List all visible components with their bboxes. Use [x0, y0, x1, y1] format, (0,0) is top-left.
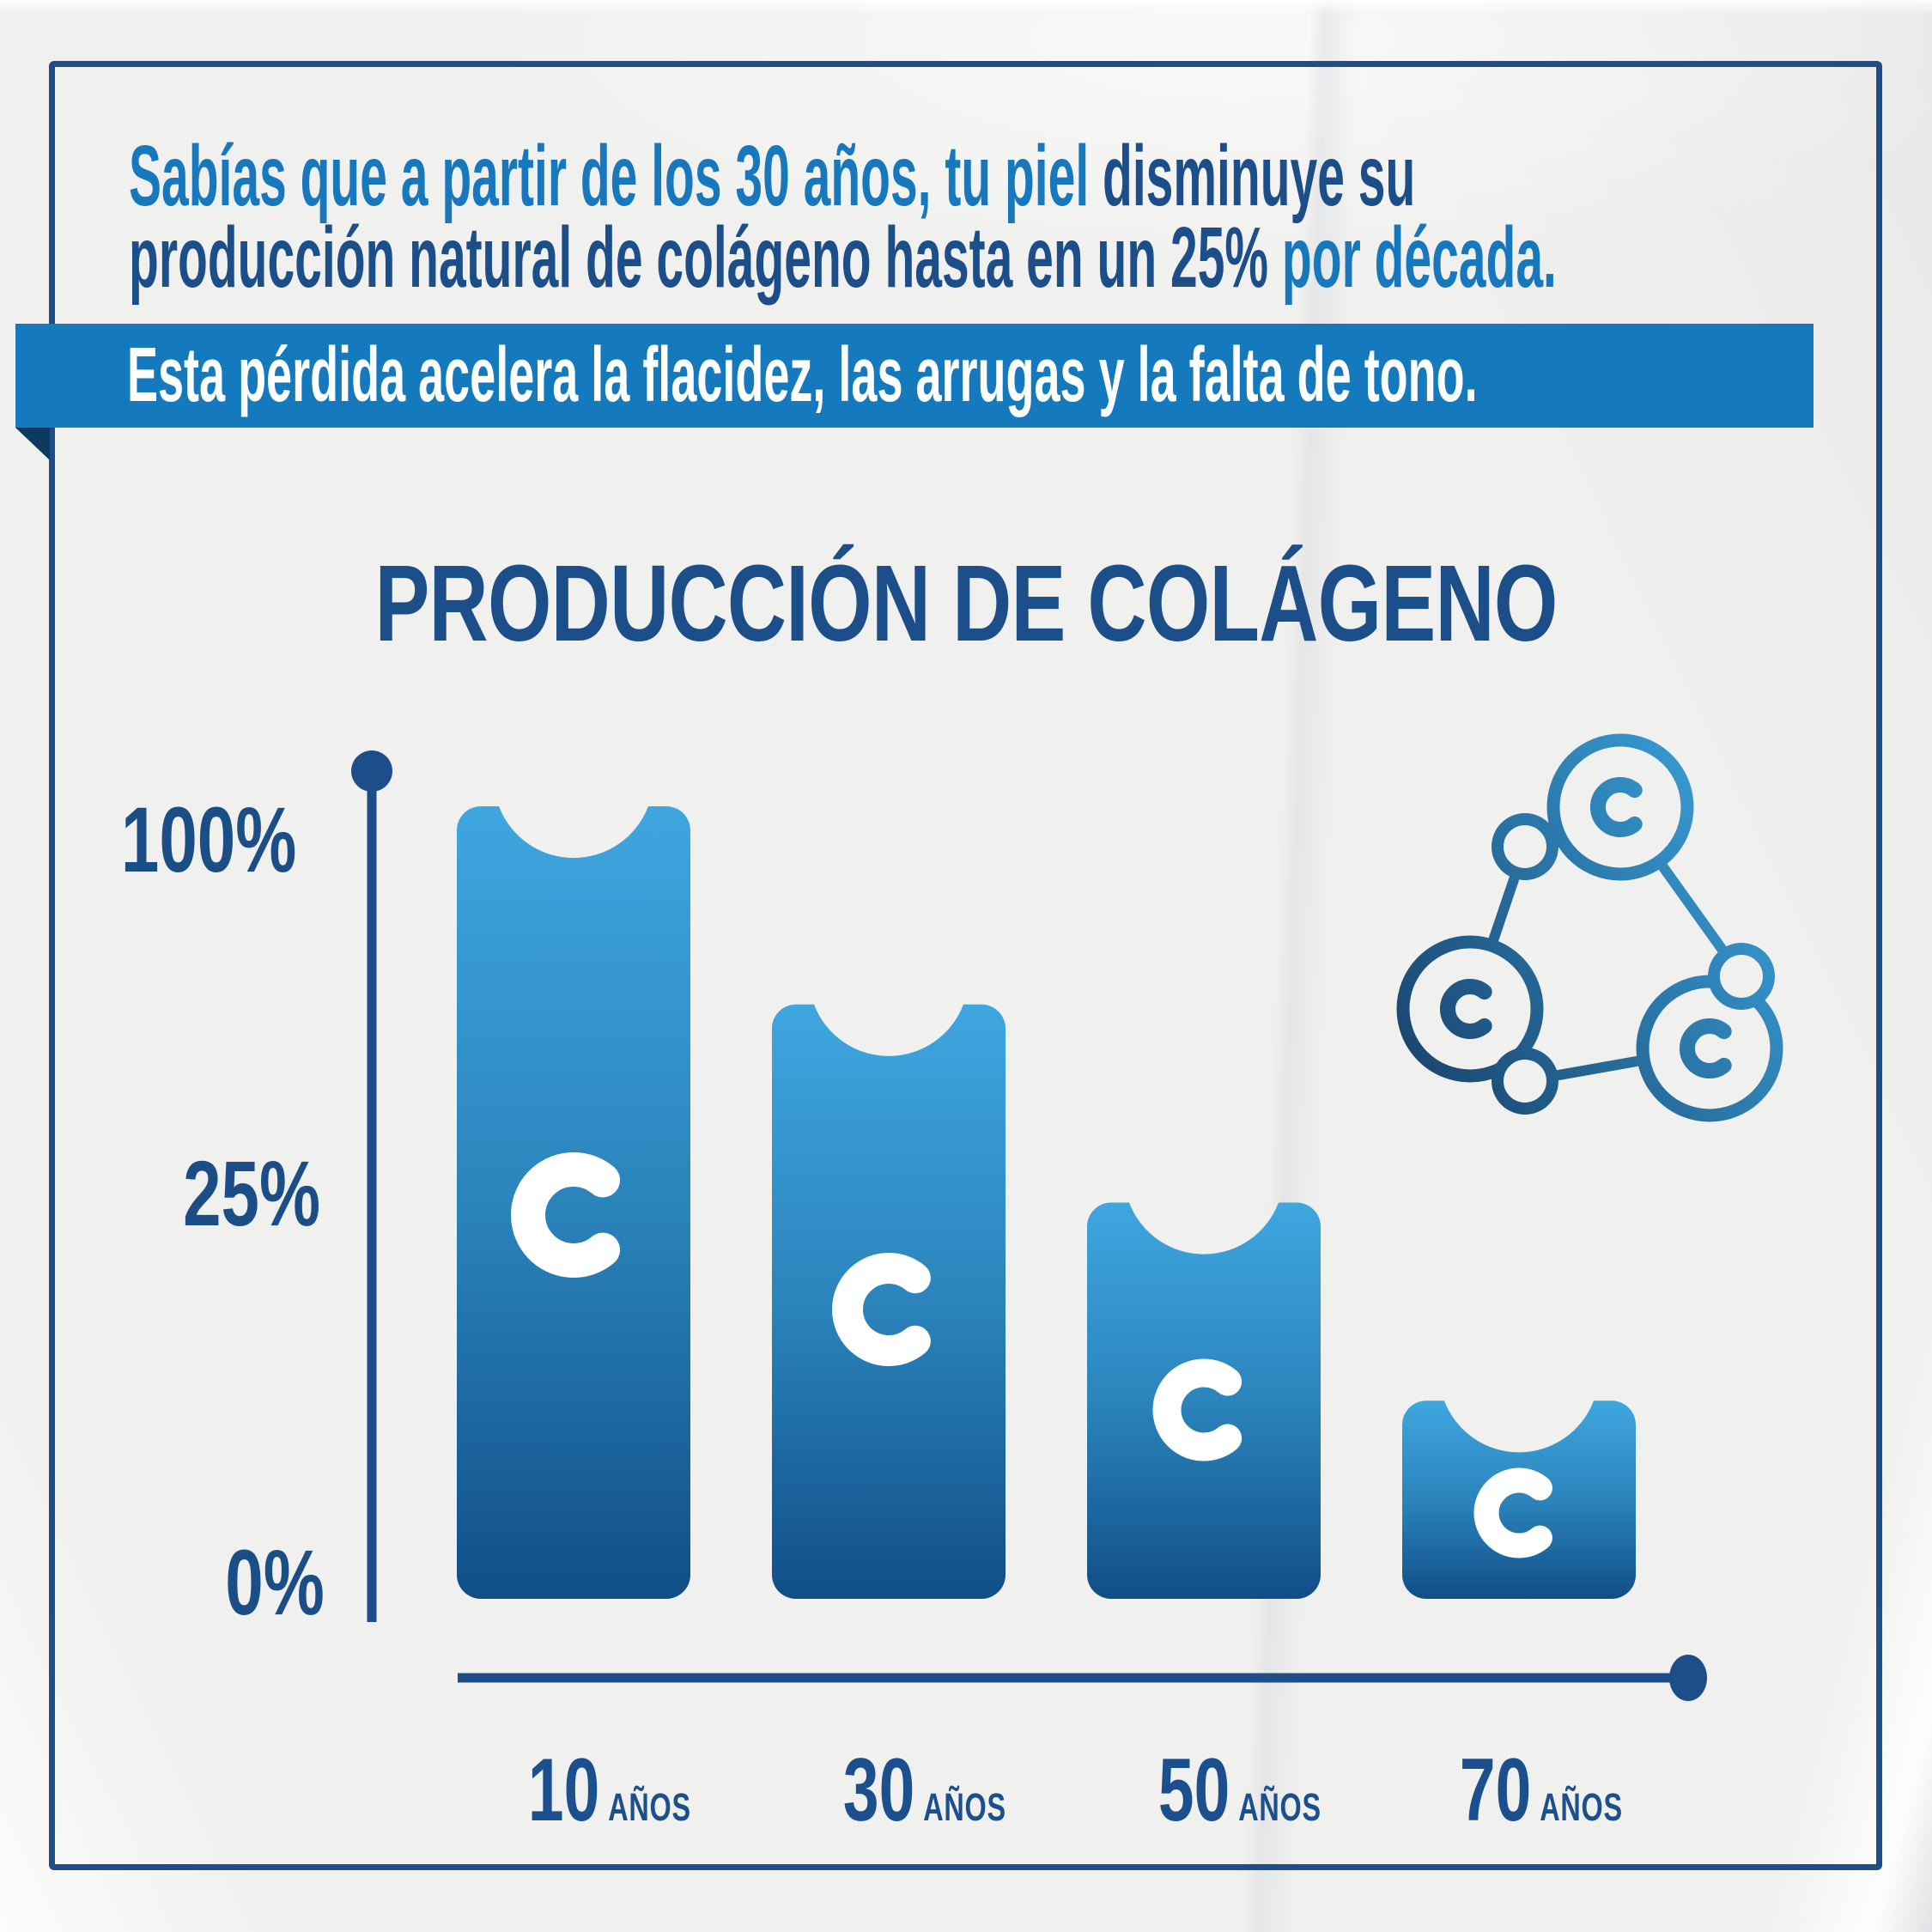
molecule-big-circle-left — [1396, 935, 1544, 1083]
bar-50-anos — [1087, 1202, 1321, 1599]
bar-c-letter — [832, 1253, 931, 1366]
chart-title-row: PRODUCCIÓN DE COLÁGENO — [0, 548, 1932, 659]
bar-70-anos — [1402, 1400, 1637, 1599]
y-tick-25: 25% — [183, 1141, 320, 1245]
x-label-10-anos: 10 AÑOS — [528, 1741, 691, 1840]
x-axis — [458, 1655, 1707, 1701]
bar-c-letter — [1152, 1358, 1242, 1461]
molecule-big-circle-top — [1546, 733, 1694, 881]
bars-group — [457, 806, 1637, 1599]
molecule-small-circle-lower — [1492, 1048, 1558, 1115]
bar-10-anos — [457, 806, 690, 1599]
bar-c-letter — [1473, 1467, 1552, 1558]
headline-line1-dark: disminuye su — [1103, 128, 1416, 224]
y-tick-100: 100% — [120, 787, 297, 891]
border-frame — [49, 61, 1882, 1870]
bar-30-anos — [772, 1004, 1005, 1599]
headline-line2-light: por década. — [1281, 210, 1557, 306]
c-letter-icon — [1589, 777, 1643, 837]
y-tick-0: 0% — [225, 1530, 325, 1634]
chart-title: PRODUCCIÓN DE COLÁGENO — [374, 543, 1558, 664]
headline-line2-dark: producción natural de colágeno hasta en … — [129, 210, 1282, 306]
headline-line2: producción natural de colágeno hasta en … — [129, 215, 1932, 301]
c-letter-icon — [1679, 1018, 1732, 1078]
collagen-molecule-icon — [1396, 733, 1783, 1122]
molecule-small-circle-side — [1708, 943, 1775, 1010]
molecule-c-letters — [1439, 777, 1732, 1078]
headline-line1: Sabías que a partir de los 30 años, tu p… — [129, 133, 1932, 219]
x-label-70-anos: 70 AÑOS — [1460, 1741, 1623, 1840]
headline: Sabías que a partir de los 30 años, tu p… — [129, 133, 1932, 301]
y-axis-dot — [351, 750, 392, 792]
bar-c-letter — [511, 1152, 621, 1278]
molecule-small-circle-upper — [1492, 813, 1558, 880]
x-label-30-anos: 30 AÑOS — [843, 1741, 1006, 1840]
x-axis-dot — [1669, 1655, 1707, 1701]
x-label-50-anos: 50 AÑOS — [1158, 1741, 1321, 1840]
ribbon-banner-text: Esta pérdida acelera la flacidez, las ar… — [127, 332, 1478, 418]
headline-line1-light: Sabías que a partir de los 30 años, tu p… — [129, 128, 1103, 224]
y-axis — [351, 750, 392, 1622]
c-letter-icon — [1439, 979, 1492, 1039]
ribbon-banner: Esta pérdida acelera la flacidez, las ar… — [15, 324, 1814, 428]
